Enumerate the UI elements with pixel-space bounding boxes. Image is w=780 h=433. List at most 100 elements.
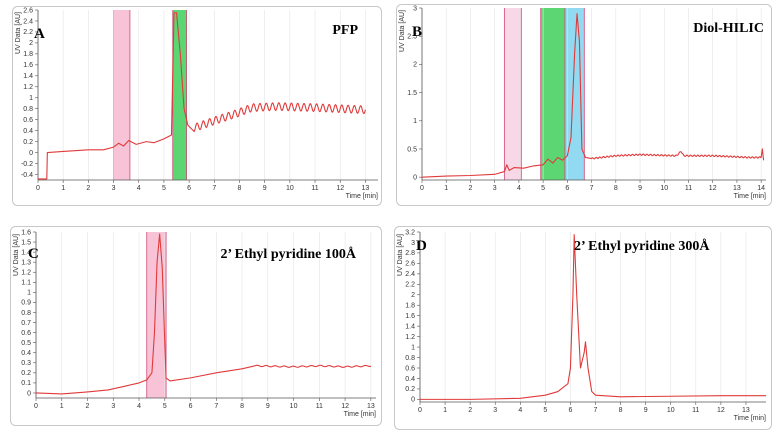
y-tick-label: 0.8 bbox=[21, 310, 31, 317]
region-a-1 bbox=[113, 10, 131, 180]
x-tick-label: 10 bbox=[660, 185, 668, 192]
x-tick-label: 6 bbox=[189, 403, 193, 410]
plot-area-d bbox=[420, 232, 766, 402]
x-tick-label: 13 bbox=[367, 403, 375, 410]
x-tick-label: 12 bbox=[336, 185, 344, 192]
x-tick-label: 13 bbox=[362, 185, 370, 192]
plot-area-b bbox=[422, 8, 766, 180]
x-tick-label: 9 bbox=[266, 403, 270, 410]
y-tick-label: 2.4 bbox=[23, 18, 33, 25]
y-tick-label: 0.4 bbox=[21, 350, 31, 357]
region-b-2 bbox=[540, 8, 566, 180]
y-axis-label-a: UV Data [AU] bbox=[15, 12, 22, 54]
x-tick-label: 8 bbox=[614, 185, 618, 192]
x-tick-label: 5 bbox=[163, 403, 167, 410]
region-c-1 bbox=[146, 232, 167, 398]
plot-area-a bbox=[38, 10, 378, 180]
y-tick-label: 1.6 bbox=[405, 313, 415, 320]
y-tick-label: -0.2 bbox=[21, 161, 33, 168]
y-tick-label: 1.8 bbox=[405, 303, 415, 310]
y-tick-label: 0.2 bbox=[23, 139, 33, 146]
x-tick-label: 13 bbox=[742, 407, 750, 414]
y-tick-label: 1.6 bbox=[21, 229, 31, 236]
y-tick-label: 0.8 bbox=[405, 355, 415, 362]
y-tick-label: 0.3 bbox=[21, 360, 31, 367]
x-tick-label: 6 bbox=[187, 185, 191, 192]
chart-d-svg: 0 0.2 0.4 0.6 0.8 1 1.2 1.4 1.6 1.8 2 2.2 2.4 2.6 2.8 3… bbox=[394, 226, 772, 430]
x-tick-label: 3 bbox=[493, 185, 497, 192]
x-tick-label: 8 bbox=[240, 403, 244, 410]
y-tick-label: 2.4 bbox=[405, 271, 415, 278]
panel-letter-c: C bbox=[28, 246, 39, 262]
x-tick-label: 10 bbox=[290, 403, 298, 410]
x-tick-label: 5 bbox=[543, 407, 547, 414]
x-tick-label: 13 bbox=[733, 185, 741, 192]
y-tick-label: 2.8 bbox=[405, 250, 415, 257]
x-tick-label: 12 bbox=[341, 403, 349, 410]
trace-c-1 bbox=[35, 233, 372, 395]
y-tick-label: 3 bbox=[413, 5, 417, 12]
x-axis-label-d: Time [min] bbox=[734, 415, 766, 422]
x-tick-label: 7 bbox=[594, 407, 598, 414]
x-tick-label: 7 bbox=[590, 185, 594, 192]
region-fill bbox=[172, 10, 187, 180]
y-tick-label: 1 bbox=[29, 95, 33, 102]
x-tick-label: 2 bbox=[86, 185, 90, 192]
x-tick-label: 10 bbox=[286, 185, 294, 192]
y-tick-label: 0.9 bbox=[21, 300, 31, 307]
y-tick-label: 1.3 bbox=[21, 259, 31, 266]
y-tick-label: 1.4 bbox=[21, 249, 31, 256]
y-tick-label: 1.8 bbox=[23, 51, 33, 58]
x-axis-label-b: Time [min] bbox=[734, 193, 766, 200]
x-tick-label: 11 bbox=[685, 185, 692, 192]
x-tick-label: 0 bbox=[36, 185, 40, 192]
y-tick-label: 0.1 bbox=[21, 380, 31, 387]
trace-a-1 bbox=[38, 12, 366, 180]
y-tick-label: 0.5 bbox=[21, 340, 31, 347]
region-fill bbox=[146, 232, 167, 398]
x-tick-label: 3 bbox=[112, 185, 116, 192]
y-tick-label: 1.2 bbox=[21, 270, 31, 277]
x-tick-label: 7 bbox=[212, 185, 216, 192]
y-tick-label: 1.2 bbox=[23, 84, 33, 91]
x-tick-label: 0 bbox=[418, 407, 422, 414]
chart-panel-a: -0.4 -0.2 0 0.2 0.4 0.6 0.8 1 1.2 1.4 1.6 1.8 2 2.2 2.… bbox=[12, 6, 382, 206]
chart-panel-c: 0 0.1 0.2 0.3 0.4 0.5 0.6 0.7 0.8 0.9 1 1.1 1.2 1.3 1.… bbox=[10, 226, 382, 426]
y-tick-label: 0.8 bbox=[23, 106, 33, 113]
y-tick-label: 0.7 bbox=[21, 320, 31, 327]
x-tick-label: 3 bbox=[111, 403, 115, 410]
y-tick-label: 3 bbox=[411, 240, 415, 247]
y-tick-label: 3.2 bbox=[405, 229, 415, 236]
x-tick-label: 12 bbox=[709, 185, 717, 192]
y-tick-label: 1.5 bbox=[407, 90, 417, 97]
x-tick-label: 6 bbox=[565, 185, 569, 192]
x-axis-label-a: Time [min] bbox=[346, 193, 378, 200]
x-tick-label: 11 bbox=[311, 185, 318, 192]
y-tick-label: 1.2 bbox=[405, 334, 415, 341]
y-tick-label: 2.2 bbox=[23, 29, 33, 36]
y-tick-label: -0.4 bbox=[21, 172, 33, 179]
y-tick-label: 0 bbox=[411, 397, 415, 404]
y-tick-label: 1.5 bbox=[21, 239, 31, 246]
x-tick-label: 5 bbox=[541, 185, 545, 192]
y-axis-label-c: UV Data [AU] bbox=[13, 234, 20, 276]
y-tick-label: 0.6 bbox=[23, 117, 33, 124]
x-tick-label: 5 bbox=[162, 185, 166, 192]
y-tick-label: 0.6 bbox=[21, 330, 31, 337]
x-tick-label: 6 bbox=[568, 407, 572, 414]
x-tick-label: 2 bbox=[468, 185, 472, 192]
x-tick-label: 1 bbox=[443, 407, 447, 414]
chart-c-svg: 0 0.1 0.2 0.3 0.4 0.5 0.6 0.7 0.8 0.9 1 1.1 1.2 1.3 1.… bbox=[10, 226, 382, 426]
x-tick-label: 8 bbox=[238, 185, 242, 192]
x-tick-label: 4 bbox=[518, 407, 522, 414]
y-tick-label: 2.5 bbox=[407, 33, 417, 40]
x-tick-label: 7 bbox=[214, 403, 218, 410]
x-tick-label: 2 bbox=[86, 403, 90, 410]
x-tick-label: 0 bbox=[420, 185, 424, 192]
region-fill bbox=[504, 8, 522, 180]
x-tick-label: 4 bbox=[137, 185, 141, 192]
y-tick-label: 0.4 bbox=[23, 128, 33, 135]
region-b-1 bbox=[503, 8, 522, 180]
region-fill bbox=[540, 8, 565, 180]
